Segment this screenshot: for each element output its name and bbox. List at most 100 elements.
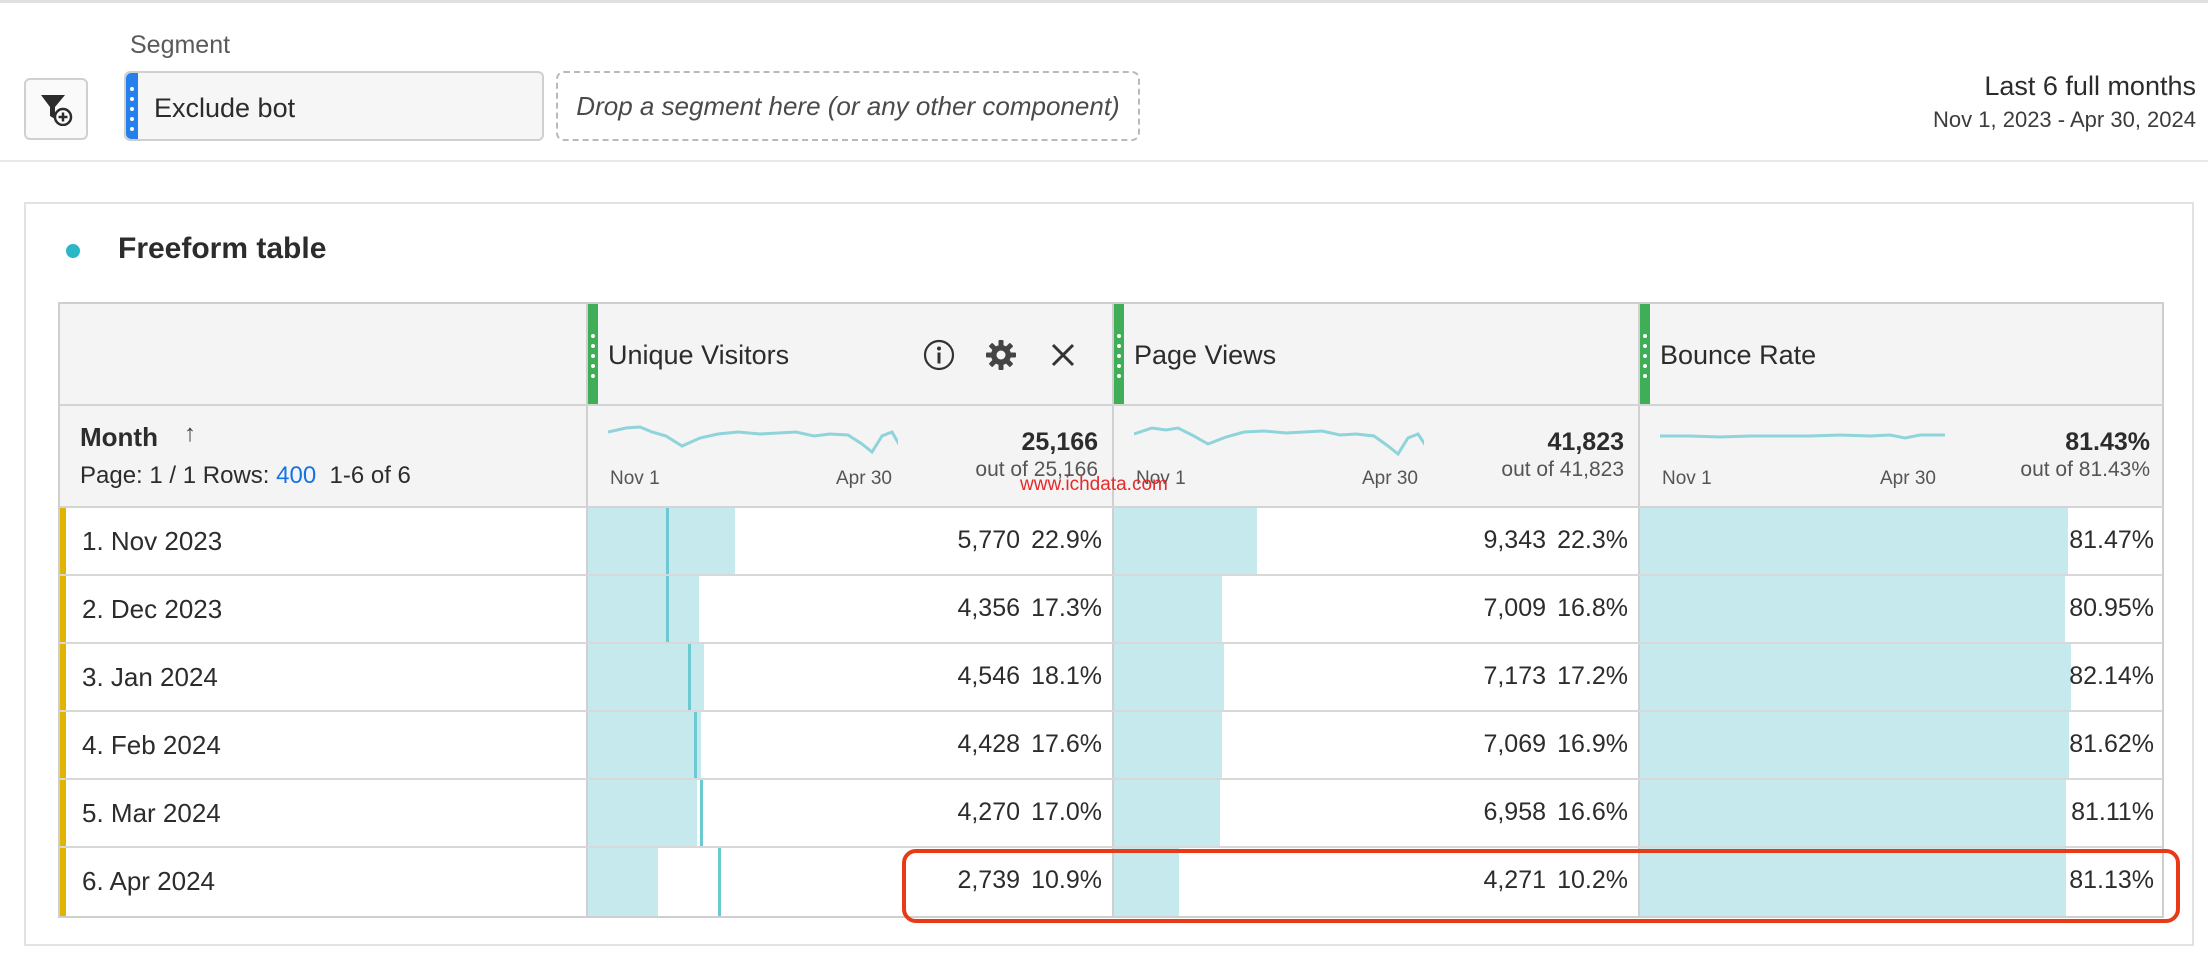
info-icon[interactable] [920, 336, 958, 374]
trend-marker [688, 644, 691, 710]
cell-unique-visitors[interactable]: 4,428 17.6% [586, 712, 1112, 778]
cell-bounce-rate[interactable]: 81.13% [1638, 848, 2164, 916]
row-dimension-cell[interactable]: 6. Apr 2024 [60, 848, 586, 916]
panel-title[interactable]: Freeform table [118, 232, 327, 265]
cell-page-views[interactable]: 4,271 10.2% [1112, 848, 1638, 916]
sparkline-start-label: Nov 1 [1136, 468, 1186, 489]
table-row[interactable]: 3. Jan 2024 4,546 18.1% 7,173 17.2% 82.1… [60, 644, 2162, 712]
value-bar [588, 712, 701, 778]
cell-page-views[interactable]: 7,173 17.2% [1112, 644, 1638, 710]
cell-value: 82.14% [2069, 662, 2154, 690]
cell-value: 4,270 [957, 798, 1020, 826]
column-header-page-views[interactable]: Page Views [1112, 304, 1638, 404]
summary-page-views: Nov 1 Apr 30 41,823 out of 41,823 [1112, 406, 1638, 506]
cell-percent: 16.6% [1557, 798, 1628, 826]
cell-unique-visitors[interactable]: 4,270 17.0% [586, 780, 1112, 846]
cell-value: 7,069 [1483, 730, 1546, 758]
trend-marker [666, 508, 669, 574]
segment-drop-zone[interactable]: Drop a segment here (or any other compon… [556, 71, 1140, 141]
value-bar [1640, 712, 2069, 778]
row-label[interactable]: 1. Nov 2023 [82, 526, 223, 556]
page-indicator: Page: 1 / 1 [80, 462, 197, 489]
row-dimension-cell[interactable]: 4. Feb 2024 [60, 712, 586, 778]
table-row[interactable]: 5. Mar 2024 4,270 17.0% 6,958 16.6% 81.1… [60, 780, 2162, 848]
column-total: 81.43% [2065, 428, 2150, 456]
panel-status-dot [66, 244, 80, 258]
cell-page-views[interactable]: 7,009 16.8% [1112, 576, 1638, 642]
cell-value: 5,770 [957, 526, 1020, 554]
value-bar [588, 848, 658, 916]
segment-chip[interactable]: Exclude bot [124, 71, 544, 141]
row-dimension-cell[interactable]: 2. Dec 2023 [60, 576, 586, 642]
cell-unique-visitors[interactable]: 4,356 17.3% [586, 576, 1112, 642]
cell-page-views[interactable]: 6,958 16.6% [1112, 780, 1638, 846]
dimension-header: Month ↑ Page: 1 / 1 Rows: 400 1-6 of 6 [60, 406, 586, 506]
row-label[interactable]: 5. Mar 2024 [82, 798, 221, 828]
cell-unique-visitors[interactable]: 5,770 22.9% [586, 508, 1112, 574]
value-bar [1640, 644, 2071, 710]
table-row[interactable]: 2. Dec 2023 4,356 17.3% 7,009 16.8% 80.9… [60, 576, 2162, 644]
close-icon[interactable] [1044, 336, 1082, 374]
column-out-of: out of 41,823 [1501, 458, 1624, 481]
value-bar [588, 780, 697, 846]
column-total: 41,823 [1547, 428, 1624, 456]
trend-marker [666, 576, 669, 642]
cell-value: 2,739 [957, 866, 1020, 894]
row-dimension-cell[interactable]: 1. Nov 2023 [60, 508, 586, 574]
table-body: 1. Nov 2023 5,770 22.9% 9,343 22.3% 81.4… [60, 508, 2162, 916]
cell-unique-visitors[interactable]: 2,739 10.9% [586, 848, 1112, 916]
row-dimension-cell[interactable]: 3. Jan 2024 [60, 644, 586, 710]
cell-bounce-rate[interactable]: 81.62% [1638, 712, 2164, 778]
column-drag-handle-icon[interactable] [1114, 304, 1124, 404]
trend-marker [694, 712, 697, 778]
cell-page-views[interactable]: 9,343 22.3% [1112, 508, 1638, 574]
row-dimension-cell[interactable]: 5. Mar 2024 [60, 780, 586, 846]
table-row[interactable]: 4. Feb 2024 4,428 17.6% 7,069 16.9% 81.6… [60, 712, 2162, 780]
row-label[interactable]: 6. Apr 2024 [82, 866, 215, 896]
dimension-header-blank [60, 304, 586, 404]
cell-unique-visitors[interactable]: 4,546 18.1% [586, 644, 1112, 710]
cell-bounce-rate[interactable]: 81.47% [1638, 508, 2164, 574]
cell-value: 6,958 [1483, 798, 1546, 826]
row-accent [60, 780, 66, 846]
row-accent [60, 508, 66, 574]
row-label[interactable]: 4. Feb 2024 [82, 730, 221, 760]
column-drag-handle-icon[interactable] [1640, 304, 1650, 404]
sparkline-start-label: Nov 1 [610, 468, 660, 489]
gear-icon[interactable] [982, 336, 1020, 374]
value-bar [1114, 712, 1222, 778]
cell-bounce-rate[interactable]: 81.11% [1638, 780, 2164, 846]
sparkline-end-label: Apr 30 [1362, 468, 1418, 489]
cell-percent: 22.9% [1031, 526, 1102, 554]
row-label[interactable]: 2. Dec 2023 [82, 594, 223, 624]
table-row[interactable]: 6. Apr 2024 2,739 10.9% 4,271 10.2% 81.1… [60, 848, 2162, 916]
column-title: Page Views [1134, 340, 1277, 370]
sort-ascending-icon[interactable]: ↑ [184, 420, 196, 447]
freeform-panel: Freeform table Unique Visitors [24, 202, 2194, 946]
cell-page-views[interactable]: 7,069 16.9% [1112, 712, 1638, 778]
rows-per-page-selector[interactable]: 400 [276, 462, 317, 489]
segment-bar: Segment Exclude bot Drop a segment here … [0, 0, 2208, 162]
cell-value: 81.13% [2069, 866, 2154, 894]
cell-percent: 16.9% [1557, 730, 1628, 758]
dimension-title[interactable]: Month [80, 422, 158, 452]
cell-percent: 10.2% [1557, 866, 1628, 894]
cell-value: 4,271 [1483, 866, 1546, 894]
date-range-value[interactable]: Nov 1, 2023 - Apr 30, 2024 [1933, 107, 2196, 132]
table-row[interactable]: 1. Nov 2023 5,770 22.9% 9,343 22.3% 81.4… [60, 508, 2162, 576]
sparkline-end-label: Apr 30 [836, 468, 892, 489]
column-header-unique-visitors[interactable]: Unique Visitors [586, 304, 1112, 404]
cell-bounce-rate[interactable]: 82.14% [1638, 644, 2164, 710]
cell-bounce-rate[interactable]: 80.95% [1638, 576, 2164, 642]
sparkline-end-label: Apr 30 [1880, 468, 1936, 489]
date-range-title[interactable]: Last 6 full months [1984, 71, 2196, 101]
table-header-row: Unique Visitors Page Views [60, 304, 2162, 406]
trend-marker [718, 848, 721, 916]
column-drag-handle-icon[interactable] [588, 304, 598, 404]
cell-value: 4,356 [957, 594, 1020, 622]
drag-handle-icon[interactable] [126, 73, 138, 139]
column-header-bounce-rate[interactable]: Bounce Rate [1638, 304, 2164, 404]
add-segment-button[interactable] [24, 78, 88, 140]
row-label[interactable]: 3. Jan 2024 [82, 662, 218, 692]
row-accent [60, 644, 66, 710]
